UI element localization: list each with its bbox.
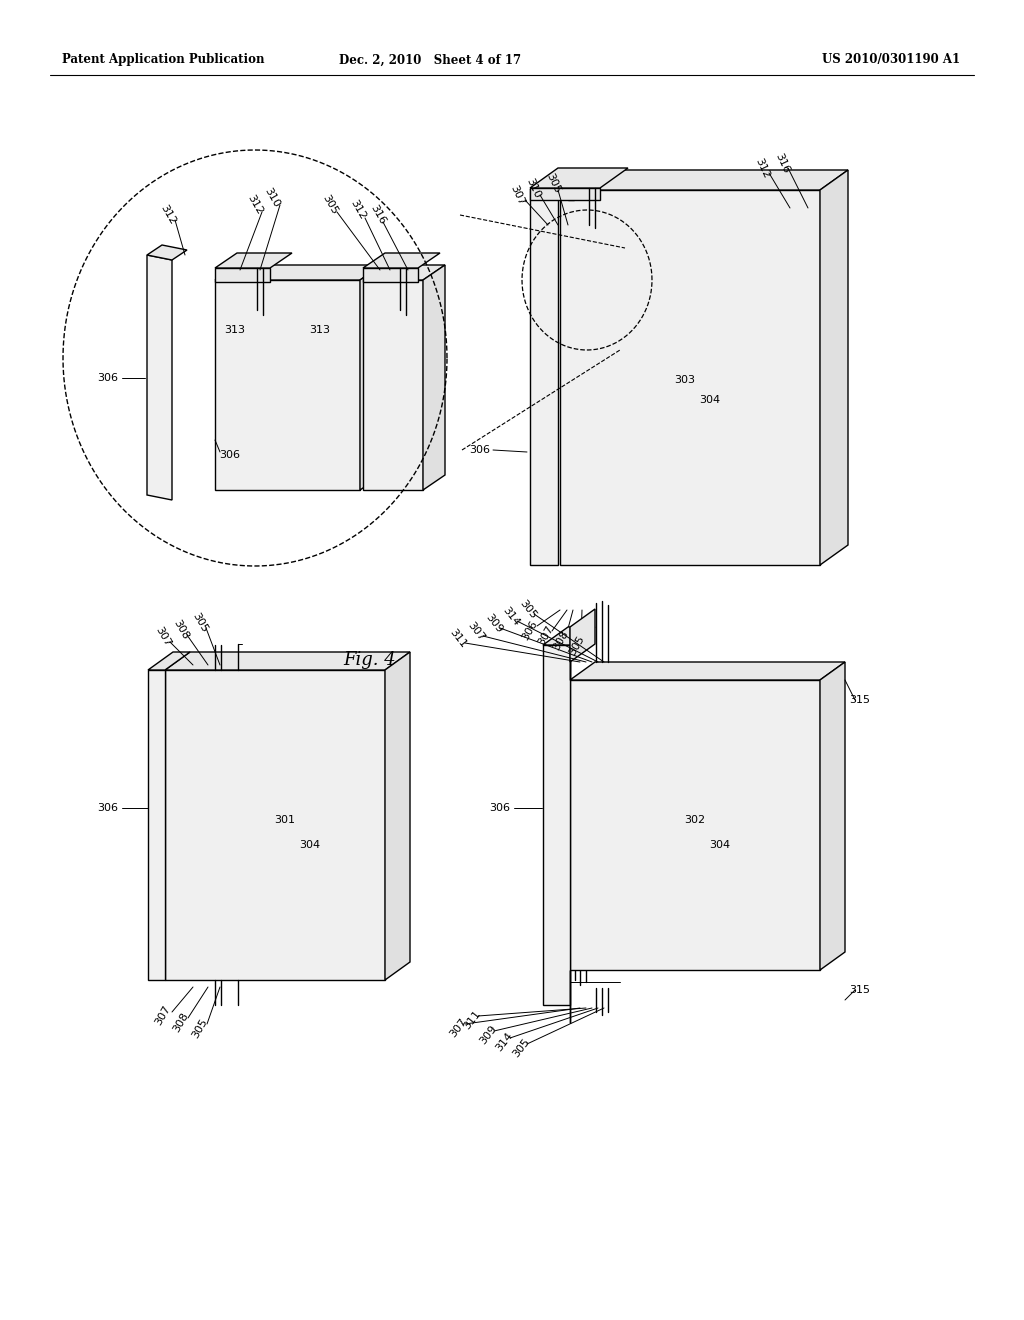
Text: 310: 310 [524, 177, 542, 199]
Text: 311: 311 [447, 627, 468, 649]
Text: 303: 303 [675, 375, 695, 385]
Text: 315: 315 [850, 985, 870, 995]
Text: 305: 305 [190, 1016, 210, 1040]
Text: 311: 311 [462, 1008, 482, 1031]
Text: 314: 314 [494, 1031, 514, 1053]
Text: 312: 312 [348, 198, 368, 222]
Polygon shape [570, 609, 595, 663]
Polygon shape [530, 168, 628, 187]
Polygon shape [362, 268, 418, 282]
Polygon shape [165, 671, 385, 979]
Polygon shape [385, 652, 410, 979]
Text: 309: 309 [483, 611, 505, 635]
Text: 316: 316 [369, 203, 387, 227]
Text: 307: 307 [508, 183, 526, 207]
Polygon shape [147, 246, 187, 260]
Text: 308: 308 [551, 628, 570, 652]
Polygon shape [362, 265, 445, 280]
Text: 313: 313 [224, 325, 246, 335]
Text: 304: 304 [299, 840, 321, 850]
Polygon shape [560, 170, 848, 190]
Polygon shape [215, 268, 270, 282]
Text: 306: 306 [520, 618, 540, 642]
Text: 316: 316 [773, 152, 791, 174]
Text: 302: 302 [684, 814, 706, 825]
Text: 306: 306 [489, 803, 510, 813]
Polygon shape [570, 663, 845, 680]
Polygon shape [543, 627, 595, 645]
Polygon shape [148, 652, 190, 671]
Polygon shape [423, 265, 445, 490]
Text: 301: 301 [274, 814, 296, 825]
Polygon shape [820, 170, 848, 565]
Polygon shape [568, 176, 574, 201]
Text: 309: 309 [477, 1023, 499, 1047]
Text: 307: 307 [154, 626, 173, 648]
Text: 305: 305 [567, 634, 587, 656]
Polygon shape [820, 663, 845, 970]
Text: 304: 304 [710, 840, 730, 850]
Polygon shape [215, 253, 292, 268]
Polygon shape [560, 190, 820, 565]
Text: 305: 305 [190, 611, 210, 635]
Polygon shape [147, 255, 172, 500]
Text: 308: 308 [171, 1010, 190, 1034]
Text: 306: 306 [469, 445, 490, 455]
Polygon shape [530, 170, 586, 190]
Text: 305: 305 [511, 1036, 531, 1060]
Text: 306: 306 [219, 450, 241, 459]
Text: 306: 306 [97, 803, 118, 813]
Polygon shape [360, 265, 382, 490]
Text: 306: 306 [97, 374, 118, 383]
Text: 307: 307 [447, 1016, 468, 1039]
Polygon shape [215, 265, 382, 280]
Text: Dec. 2, 2010   Sheet 4 of 17: Dec. 2, 2010 Sheet 4 of 17 [339, 54, 521, 66]
Text: 307: 307 [537, 623, 556, 647]
Text: 304: 304 [699, 395, 721, 405]
Text: 313: 313 [309, 325, 331, 335]
Text: 314: 314 [501, 605, 521, 627]
Text: 305: 305 [517, 598, 539, 620]
Text: 307: 307 [466, 619, 486, 643]
Text: 310: 310 [262, 186, 282, 210]
Text: 312: 312 [753, 156, 771, 180]
Text: 307: 307 [154, 1003, 173, 1027]
Polygon shape [362, 253, 440, 268]
Polygon shape [570, 680, 820, 970]
Polygon shape [165, 652, 410, 671]
Polygon shape [543, 645, 570, 1005]
Polygon shape [148, 671, 165, 979]
Polygon shape [530, 187, 600, 201]
Text: 308: 308 [171, 618, 190, 642]
Text: Patent Application Publication: Patent Application Publication [62, 54, 264, 66]
Text: 315: 315 [850, 696, 870, 705]
Polygon shape [530, 190, 558, 565]
Polygon shape [215, 280, 360, 490]
Text: 312: 312 [246, 193, 264, 216]
Text: 312: 312 [159, 203, 177, 227]
Text: US 2010/0301190 A1: US 2010/0301190 A1 [822, 54, 961, 66]
Polygon shape [362, 280, 423, 490]
Text: Fig. 4: Fig. 4 [344, 651, 396, 669]
Text: 305: 305 [544, 172, 562, 194]
Text: 305: 305 [321, 194, 340, 216]
